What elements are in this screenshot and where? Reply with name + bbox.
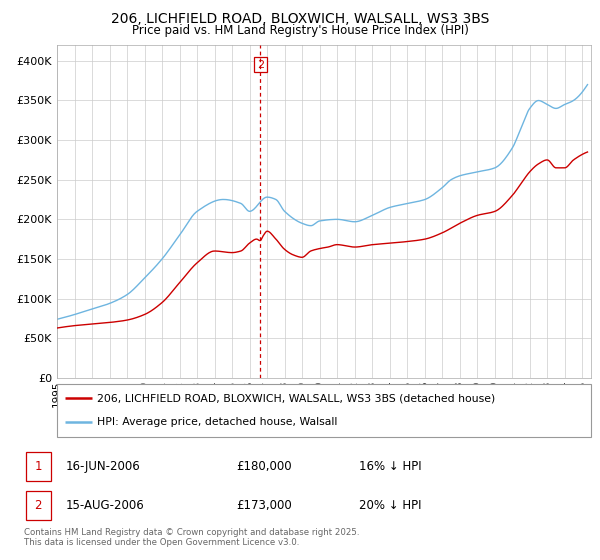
Text: 1: 1 [34, 460, 42, 473]
Text: Price paid vs. HM Land Registry's House Price Index (HPI): Price paid vs. HM Land Registry's House … [131, 24, 469, 37]
Text: 16-JUN-2006: 16-JUN-2006 [66, 460, 140, 473]
Text: 15-AUG-2006: 15-AUG-2006 [66, 499, 145, 512]
Bar [26, 452, 51, 480]
Text: HPI: Average price, detached house, Walsall: HPI: Average price, detached house, Wals… [97, 417, 337, 427]
Bar [26, 491, 51, 520]
Text: 206, LICHFIELD ROAD, BLOXWICH, WALSALL, WS3 3BS: 206, LICHFIELD ROAD, BLOXWICH, WALSALL, … [111, 12, 489, 26]
Text: Contains HM Land Registry data © Crown copyright and database right 2025.
This d: Contains HM Land Registry data © Crown c… [24, 528, 359, 547]
Text: 2: 2 [34, 499, 42, 512]
Text: 16% ↓ HPI: 16% ↓ HPI [359, 460, 421, 473]
Text: £173,000: £173,000 [236, 499, 292, 512]
Text: 20% ↓ HPI: 20% ↓ HPI [359, 499, 421, 512]
Text: 2: 2 [257, 59, 264, 69]
Text: 206, LICHFIELD ROAD, BLOXWICH, WALSALL, WS3 3BS (detached house): 206, LICHFIELD ROAD, BLOXWICH, WALSALL, … [97, 394, 496, 404]
Text: £180,000: £180,000 [236, 460, 292, 473]
